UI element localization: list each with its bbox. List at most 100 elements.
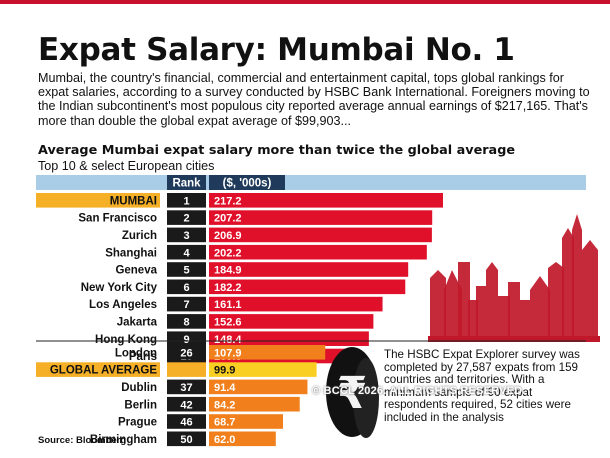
rank-number: 50 [180, 434, 192, 446]
rank-box [167, 331, 206, 346]
bar [209, 396, 300, 412]
skyline-building [572, 214, 582, 340]
bar [209, 379, 308, 395]
bar-value-label: 148.4 [214, 334, 242, 346]
skyline-building [486, 262, 498, 340]
source-credit: Source: Bloomberg [38, 435, 127, 446]
rank-box [167, 431, 206, 447]
bar [209, 362, 317, 377]
rank-number: 3 [183, 230, 189, 242]
skyline-building [498, 296, 510, 340]
chart-header-band [36, 175, 586, 190]
rank-number: 46 [180, 417, 192, 429]
description-text: Mumbai, the country's financial, commerc… [38, 71, 590, 128]
row-label: Birmingham [90, 434, 157, 446]
skyline-building [520, 300, 530, 340]
chart-rows: MUMBAI 1 217.2 San Francisco 2 207.2 Zurich 3 20… [36, 193, 586, 447]
skyline-building [430, 270, 446, 340]
bar-value-label: 206.9 [214, 230, 242, 242]
row-label: Hong Kong [95, 334, 157, 346]
row-label: Jakarta [117, 317, 158, 329]
bar [209, 227, 432, 243]
bar-value-label: 99.9 [214, 365, 235, 377]
row-label: Prague [118, 417, 157, 429]
rank-number: 8 [183, 317, 189, 329]
rank-box [167, 244, 206, 260]
rank-column-header: Rank [172, 178, 201, 190]
bar-value-label: 68.7 [214, 417, 235, 429]
rank-number: 26 [180, 347, 192, 359]
bar-value-label: 152.6 [214, 317, 242, 329]
bar-row-london: London 26 107.9 [115, 345, 326, 360]
chart-subtitle-secondary: Top 10 & select European cities [38, 159, 215, 173]
survey-note: The HSBC Expat Explorer survey was compl… [384, 348, 580, 424]
row-label: Zurich [122, 230, 157, 242]
row-label: London [115, 347, 157, 359]
coin-edge [353, 358, 379, 438]
row-label: Geneva [115, 265, 157, 277]
row-label: Berlin [124, 399, 157, 411]
rank-number: 2 [183, 213, 189, 225]
bar [209, 296, 383, 312]
rupee-coin-illustration: ₹ [326, 347, 379, 438]
bar-value-label: 217.2 [214, 195, 242, 207]
bar-value-label: 62.0 [214, 434, 235, 446]
bar [209, 414, 284, 429]
bar-row-los-angeles: Los Angeles 7 161.1 [89, 296, 383, 312]
rank-box [167, 379, 206, 395]
rank-number: 7 [183, 299, 189, 311]
rank-box [167, 262, 206, 277]
skyline-building [530, 276, 550, 340]
bar-value-label: 84.2 [214, 399, 235, 411]
rank-number: 42 [180, 399, 192, 411]
bar [209, 262, 409, 277]
skyline-building [562, 228, 574, 340]
bar-row-birmingham: Birmingham 50 62.0 [90, 431, 276, 447]
row-label: Paris [129, 351, 157, 363]
rank-box [167, 279, 206, 295]
skyline-building [508, 282, 520, 340]
row-label: Dublin [121, 382, 157, 394]
row-label-highlight [36, 193, 160, 208]
bar-row-san-francisco: San Francisco 2 207.2 [78, 210, 433, 225]
rank-box [167, 210, 206, 225]
copyright-watermark: © BCCL 2026. ALL RIGHTS RESERVED. [312, 385, 526, 397]
skyline-building [468, 300, 478, 340]
bar [209, 314, 374, 329]
bar [209, 331, 369, 346]
rank-number: 37 [180, 382, 192, 394]
bar [209, 193, 443, 208]
bar-row-dublin: Dublin 37 91.4 [121, 379, 308, 395]
bar-row-mumbai: MUMBAI 1 217.2 [36, 193, 443, 208]
bar [209, 244, 427, 260]
rupee-symbol: ₹ [337, 368, 368, 419]
bar [209, 279, 406, 295]
value-column-header: ($, '000s) [223, 178, 272, 190]
skyline-building [548, 262, 564, 340]
skyline-base [428, 336, 600, 342]
row-label: Los Angeles [89, 299, 157, 311]
rank-box [167, 396, 206, 412]
rank-box [167, 314, 206, 329]
bar-value-label: 161.1 [214, 299, 242, 311]
chart-subtitle: Average Mumbai expat salary more than tw… [38, 143, 516, 158]
rank-box [167, 193, 206, 208]
bar-row-zurich: Zurich 3 206.9 [122, 227, 432, 243]
city-skyline-illustration [428, 214, 600, 342]
bar-value-label: 207.2 [214, 213, 242, 225]
bar-value-label: 182.2 [214, 282, 242, 294]
row-label-highlight [36, 362, 160, 377]
bar-row-prague: Prague 46 68.7 [118, 414, 284, 429]
rank-number: 4 [183, 247, 190, 259]
row-label: Shanghai [105, 247, 157, 259]
page-title: Expat Salary: Mumbai No. 1 [38, 32, 515, 68]
rank-number: 6 [183, 282, 189, 294]
bar [209, 210, 433, 225]
bar [209, 431, 276, 447]
rank-number: 1 [183, 195, 189, 207]
row-label: GLOBAL AVERAGE [50, 365, 157, 377]
row-label: San Francisco [78, 213, 157, 225]
skyline-building [458, 262, 470, 340]
bar-value-label: 202.2 [214, 247, 242, 259]
